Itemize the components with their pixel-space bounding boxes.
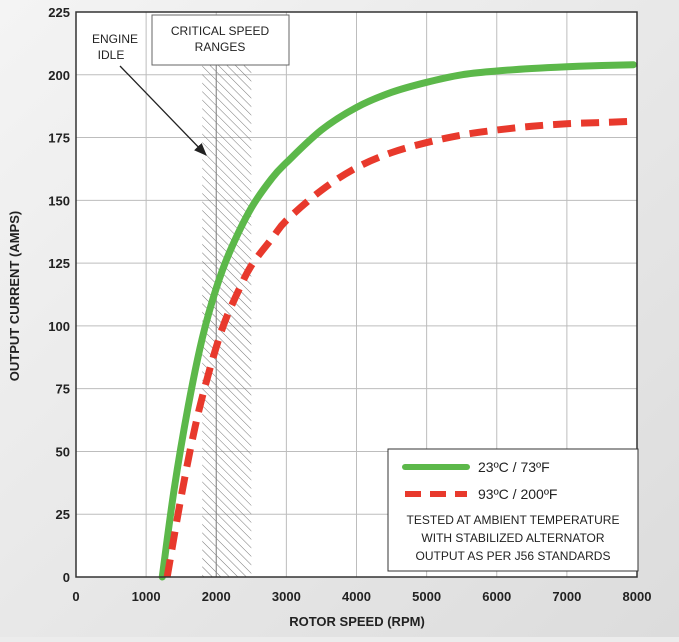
y-tick-label: 25 [56,507,70,522]
engine-idle-label-line2: IDLE [98,48,125,62]
x-tick-label: 0 [72,589,79,604]
series-line-93c [163,117,634,578]
legend-label-23c: 23ºC / 73ºF [478,459,550,475]
y-tick-label: 75 [56,382,70,397]
x-tick-labels: 0 1000 2000 3000 4000 5000 6000 7000 8000 [72,589,651,604]
y-tick-label: 100 [48,319,70,334]
x-tick-label: 4000 [342,589,371,604]
x-tick-label: 6000 [482,589,511,604]
x-tick-label: 3000 [272,589,301,604]
critical-speed-label-line1: CRITICAL SPEED [171,24,270,38]
legend: 23ºC / 73ºF 93ºC / 200ºF TESTED AT AMBIE… [387,448,639,572]
y-tick-labels: 0 25 50 75 100 125 150 175 200 225 [48,5,70,585]
legend-label-93c: 93ºC / 200ºF [478,486,558,502]
y-tick-label: 150 [48,193,70,208]
y-tick-label: 200 [48,68,70,83]
legend-note-line2: WITH STABILIZED ALTERNATOR [421,531,604,545]
y-axis-title: OUTPUT CURRENT (AMPS) [7,211,22,381]
x-tick-label: 5000 [412,589,441,604]
y-tick-label: 0 [63,570,70,585]
engine-idle-label-line1: ENGINE [92,32,138,46]
x-tick-label: 1000 [132,589,161,604]
series-line-23c [158,61,637,581]
y-tick-label: 125 [48,256,70,271]
critical-speed-label-line2: RANGES [195,40,246,54]
y-tick-label: 50 [56,444,70,459]
x-axis-title: ROTOR SPEED (RPM) [289,614,425,629]
y-tick-label: 225 [48,5,70,20]
legend-note-line3: OUTPUT AS PER J56 STANDARDS [416,549,611,563]
legend-note-line1: TESTED AT AMBIENT TEMPERATURE [407,513,620,527]
critical-speed-label-box [151,14,290,66]
x-tick-label: 2000 [202,589,231,604]
plot-frame [75,11,638,578]
x-tick-label: 8000 [623,589,652,604]
series-layer [158,61,637,581]
y-tick-label: 175 [48,131,70,146]
x-tick-label: 7000 [552,589,581,604]
engine-idle-arrow [119,65,207,156]
